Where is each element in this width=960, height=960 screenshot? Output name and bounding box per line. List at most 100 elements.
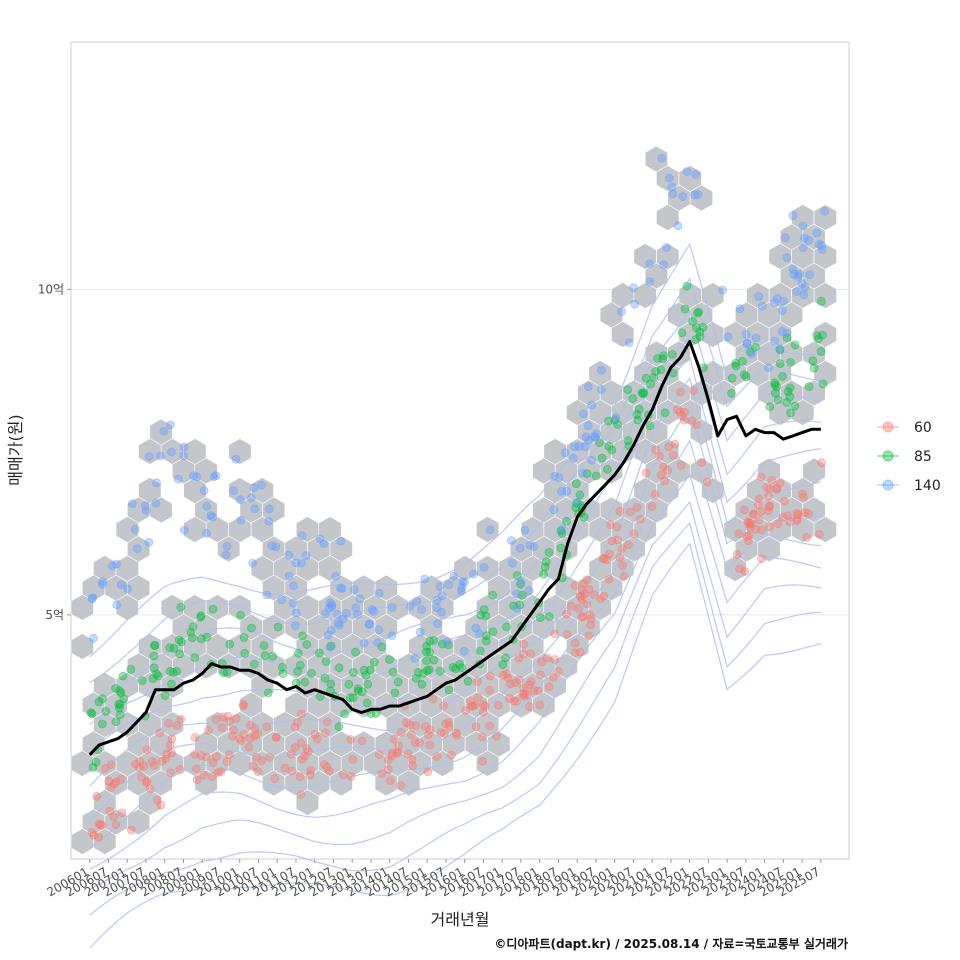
scatter-point <box>144 452 154 462</box>
scatter-point <box>173 474 183 484</box>
scatter-point <box>288 598 298 608</box>
scatter-point <box>478 756 488 766</box>
scatter-point <box>144 537 154 547</box>
scatter-point <box>533 686 543 696</box>
scatter-point <box>744 536 753 546</box>
scatter-point <box>440 719 450 729</box>
scatter-point <box>695 327 705 337</box>
scatter-point <box>248 761 258 771</box>
scatter-point <box>189 471 198 481</box>
hexbin-cell <box>723 321 747 348</box>
scatter-point <box>690 190 699 200</box>
scatter-point <box>512 571 522 580</box>
scatter-point <box>106 783 116 792</box>
scatter-point <box>586 614 596 624</box>
scatter-point <box>373 638 383 648</box>
scatter-point <box>673 221 683 231</box>
scatter-point <box>107 760 116 769</box>
scatter-point <box>645 259 655 269</box>
scatter-point <box>429 655 439 665</box>
scatter-point <box>297 531 307 541</box>
scatter-point <box>764 363 773 373</box>
scatter-point <box>731 358 740 368</box>
scatter-point <box>599 591 609 601</box>
scatter-point <box>408 761 418 771</box>
hexbin-cell <box>644 145 669 173</box>
scatter-point <box>509 696 519 706</box>
scatter-point <box>334 618 343 628</box>
scatter-point <box>208 604 218 614</box>
scatter-point <box>735 304 745 314</box>
scatter-point <box>175 765 185 774</box>
scatter-point <box>584 436 594 446</box>
scatter-point <box>765 501 774 511</box>
scatter-point <box>677 328 687 338</box>
scatter-point <box>253 729 263 739</box>
scatter-point <box>582 575 592 585</box>
scatter-point <box>410 653 420 663</box>
scatter-point <box>211 715 221 724</box>
scatter-point <box>97 820 107 830</box>
scatter-point <box>777 327 787 336</box>
scatter-point <box>474 629 484 639</box>
scatter-point <box>104 776 114 786</box>
scatter-point <box>792 514 802 523</box>
scatter-point <box>682 167 692 176</box>
scatter-point <box>795 269 804 279</box>
scatter-point <box>775 478 785 488</box>
scatter-point <box>680 415 689 425</box>
scatter-point <box>148 674 158 684</box>
scatter-point <box>260 651 270 660</box>
scatter-point <box>817 296 826 306</box>
scatter-point <box>284 550 294 560</box>
scatter-point <box>456 586 466 596</box>
scatter-point <box>509 601 518 611</box>
scatter-point <box>413 667 423 677</box>
scatter-point <box>503 673 513 683</box>
scatter-point <box>770 298 779 308</box>
scatter-point <box>664 442 674 452</box>
scatter-point <box>428 694 438 704</box>
contour-line <box>89 355 821 753</box>
scatter-point <box>782 253 792 263</box>
scatter-point <box>290 722 300 732</box>
scatter-point <box>312 734 322 744</box>
scatter-point <box>405 720 415 730</box>
scatter-point <box>165 740 175 750</box>
scatter-point <box>770 378 780 388</box>
scatter-point <box>816 347 826 356</box>
scatter-point <box>291 558 301 568</box>
scatter-point <box>290 743 300 752</box>
scatter-point <box>130 525 140 534</box>
scatter-point <box>780 233 790 243</box>
scatter-point <box>149 641 159 650</box>
scatter-point <box>656 365 666 375</box>
scatter-point <box>566 601 576 611</box>
scatter-point <box>698 322 708 332</box>
scatter-point <box>815 530 824 539</box>
scatter-point <box>502 669 512 679</box>
scatter-point <box>558 525 568 534</box>
scatter-point <box>471 623 481 633</box>
hexbin-cell <box>239 496 263 524</box>
scatter-point <box>770 336 780 346</box>
scatter-point <box>463 677 473 686</box>
scatter-point <box>790 401 800 411</box>
scatter-point <box>485 721 495 731</box>
scatter-point <box>111 717 121 727</box>
scatter-point <box>507 558 517 568</box>
scatter-point <box>470 700 480 710</box>
scatter-point <box>417 679 427 689</box>
scatter-point <box>377 769 387 778</box>
scatter-point <box>817 458 826 468</box>
scatter-point <box>259 641 269 650</box>
scatter-point <box>109 812 118 822</box>
scatter-point <box>196 613 206 622</box>
scatter-point <box>387 603 397 612</box>
caption: ©디아파트(dapt.kr) / 2025.08.14 / 자료=국토교통부 실… <box>494 936 848 951</box>
scatter-point <box>257 480 267 490</box>
scatter-point <box>295 772 305 782</box>
scatter-point <box>612 522 622 532</box>
scatter-point <box>338 614 348 624</box>
scatter-point <box>166 679 176 689</box>
